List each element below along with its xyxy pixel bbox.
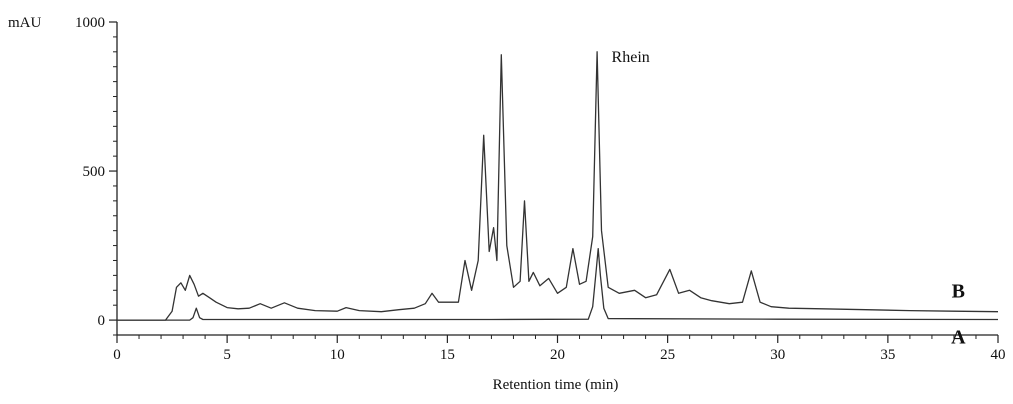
x-tick-label: 20 (550, 347, 565, 363)
x-tick-label: 15 (440, 347, 455, 363)
labels-layer: 0 5 10 15 20 25 30 35 40 0 500 1000 mAU Retention tim… (8, 15, 1006, 393)
y-tick-label: 0 (98, 313, 106, 329)
x-tick-label: 5 (223, 347, 231, 363)
trace-a (117, 247, 999, 321)
y-tick-label: 1000 (75, 15, 105, 31)
trace-label-a: A (951, 326, 966, 348)
x-tick-label: 40 (991, 347, 1006, 363)
x-tick-label: 10 (330, 347, 345, 363)
x-tick-label: 0 (113, 347, 121, 363)
x-tick-label: 30 (770, 347, 785, 363)
y-tick-label: 500 (83, 164, 106, 180)
trace-label-b: B (952, 281, 965, 303)
y-axis-title: mAU (8, 15, 42, 31)
trace-b (117, 51, 999, 321)
x-axis-title: Retention time (min) (493, 377, 619, 393)
peak-annotation-label: Rhein (612, 49, 650, 66)
x-tick-label: 35 (880, 347, 895, 363)
series-layer (117, 51, 999, 321)
x-tick-label: 25 (660, 347, 675, 363)
axes-layer (109, 21, 999, 343)
